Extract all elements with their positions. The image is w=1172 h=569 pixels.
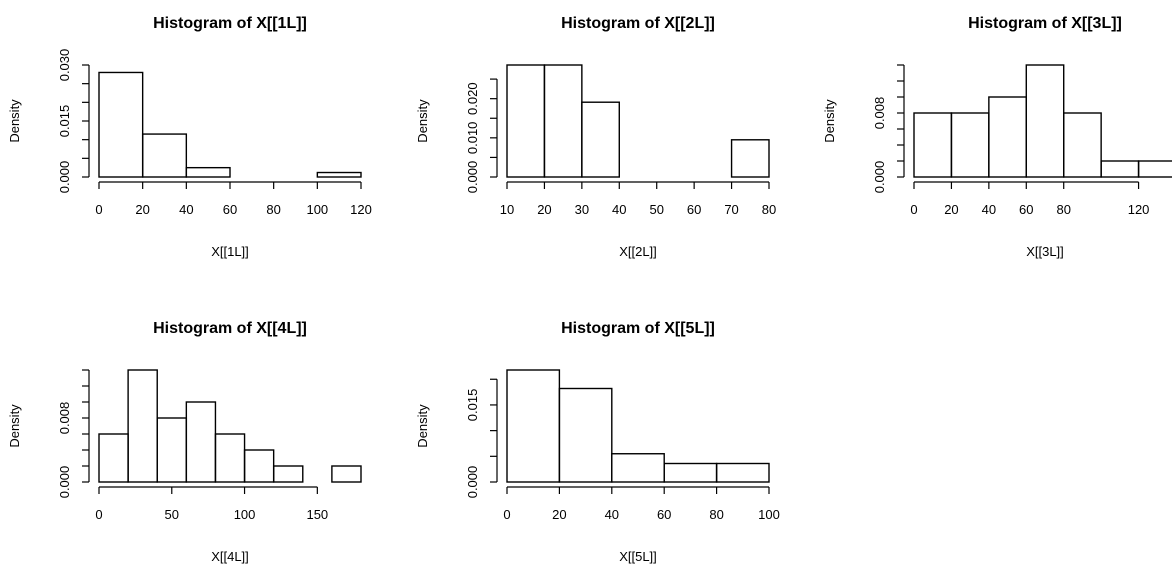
x-tick-label: 70 (724, 202, 738, 217)
x-axis-label: X[[3L]] (1026, 244, 1064, 259)
x-tick-label: 80 (1056, 202, 1070, 217)
x-tick-label: 100 (306, 202, 328, 217)
histogram-bar (558, 387, 613, 483)
x-axis-label: X[[1L]] (211, 244, 249, 259)
x-tick-label: 60 (1019, 202, 1033, 217)
y-axis-label: Density (7, 99, 22, 143)
histogram-bar (543, 64, 583, 178)
x-tick-label: 50 (165, 507, 179, 522)
x-tick-label: 120 (350, 202, 372, 217)
x-tick-label: 20 (944, 202, 958, 217)
histogram-bar (141, 133, 188, 178)
histogram-bar (316, 171, 362, 178)
histogram-panel-3: Histogram of X[[3L]] 0 20 40 60 80 120 X[[3L]] 0… (822, 15, 1172, 259)
y-tick-label: 0.015 (57, 105, 72, 138)
x-tick-label: 80 (266, 202, 280, 217)
histogram-bar (581, 101, 620, 178)
x-axis-label: X[[4L]] (211, 549, 249, 564)
y-tick-label: 0.030 (57, 49, 72, 82)
chart-title: Histogram of X[[1L]] (153, 15, 307, 32)
x-axis-label: X[[5L]] (619, 549, 657, 564)
x-tick-label: 100 (234, 507, 256, 522)
histogram-bar (98, 71, 144, 178)
x-tick-label: 10 (500, 202, 514, 217)
y-tick-label: 0.010 (465, 122, 480, 155)
x-axis-label: X[[2L]] (619, 244, 657, 259)
histogram-bar (156, 417, 188, 483)
histogram-bar (1025, 64, 1065, 178)
histogram-bar (913, 112, 953, 178)
chart-title: Histogram of X[[3L]] (968, 15, 1122, 32)
x-tick-label: 30 (575, 202, 589, 217)
histogram-panel-2: Histogram of X[[2L]] 10 20 30 40 50 60 70 80 X[[2… (415, 15, 776, 259)
chart-title: Histogram of X[[2L]] (561, 15, 715, 32)
histogram-bar (988, 96, 1027, 178)
histogram-bar (185, 166, 231, 178)
x-tick-label: 50 (649, 202, 663, 217)
x-tick-label: 80 (762, 202, 776, 217)
x-tick-label: 60 (687, 202, 701, 217)
x-tick-label: 40 (612, 202, 626, 217)
x-tick-label: 100 (758, 507, 780, 522)
histogram-bar (611, 453, 665, 483)
histogram-bar (506, 64, 546, 178)
x-tick-label: 0 (503, 507, 510, 522)
x-tick-label: 0 (95, 202, 102, 217)
y-tick-label: 0.000 (872, 161, 887, 194)
y-axis-label: Density (415, 404, 430, 448)
y-tick-label: 0.008 (57, 402, 72, 435)
x-tick-label: 150 (306, 507, 328, 522)
y-tick-label: 0.015 (465, 389, 480, 422)
histogram-bar (1100, 160, 1140, 178)
y-axis-label: Density (822, 99, 837, 143)
histogram-bar (663, 462, 718, 483)
y-tick-label: 0.000 (57, 466, 72, 499)
y-tick-label: 0.008 (872, 97, 887, 130)
histogram-panel-4: Histogram of X[[4L]] 0 50 100 150 X[[4L]] 0.00… (7, 320, 362, 564)
x-tick-label: 0 (910, 202, 917, 217)
x-tick-label: 0 (95, 507, 102, 522)
histogram-bar (506, 369, 561, 483)
histogram-bar (272, 465, 304, 483)
x-tick-label: 80 (709, 507, 723, 522)
x-tick-label: 20 (552, 507, 566, 522)
histogram-bar (127, 369, 158, 483)
histogram-panel-1: Histogram of X[[1L]] 0 20 40 60 80 100 120 X[[1L… (7, 15, 372, 259)
x-tick-label: 40 (982, 202, 996, 217)
chart-title: Histogram of X[[5L]] (561, 320, 715, 337)
x-tick-label: 60 (223, 202, 237, 217)
y-tick-label: 0.000 (465, 466, 480, 499)
chart-title: Histogram of X[[4L]] (153, 320, 307, 337)
histogram-bar (331, 465, 362, 483)
histogram-bar (98, 433, 129, 483)
histogram-bar (185, 401, 217, 483)
y-axis-label: Density (7, 404, 22, 448)
x-tick-label: 40 (179, 202, 193, 217)
histogram-bar (730, 139, 770, 178)
histogram-bar (950, 112, 990, 178)
y-axis-label: Density (415, 99, 430, 143)
histogram-bar (214, 433, 246, 483)
x-tick-label: 20 (135, 202, 149, 217)
x-tick-label: 60 (657, 507, 671, 522)
y-tick-label: 0.020 (465, 82, 480, 115)
x-tick-label: 20 (537, 202, 551, 217)
histogram-bar (1063, 112, 1102, 178)
histogram-panel-5: Histogram of X[[5L]] 0 20 40 60 80 100 X[[5L]] 0… (415, 320, 780, 564)
histogram-bar (1137, 160, 1172, 178)
x-tick-label: 120 (1128, 202, 1150, 217)
y-tick-label: 0.000 (57, 161, 72, 194)
y-tick-label: 0.000 (465, 161, 480, 194)
histogram-bar (243, 449, 275, 483)
histogram-bar (715, 462, 770, 483)
x-tick-label: 40 (605, 507, 619, 522)
